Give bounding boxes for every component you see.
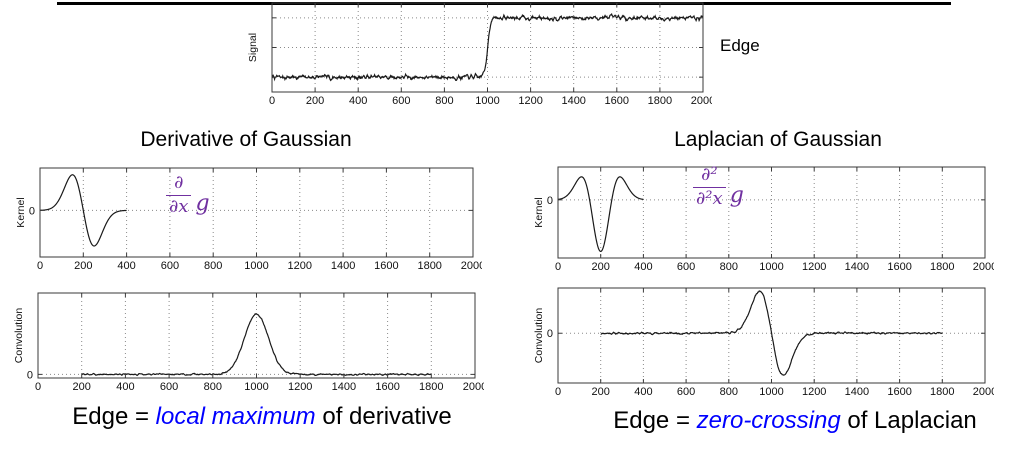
svg-text:400: 400 [349,95,367,107]
dog-kernel-plot: 02004006008001000120014001600180020000Ke… [4,165,485,273]
svg-text:600: 600 [160,381,178,393]
svg-text:400: 400 [634,261,652,273]
svg-text:200: 200 [74,260,92,272]
svg-text:400: 400 [117,260,135,272]
dog-formula: ∂ ∂x g [166,172,210,217]
caption-text: Edge = [613,407,697,434]
dog-formula-function-symbol: g [195,190,210,216]
svg-text:1600: 1600 [374,260,398,272]
svg-text:1400: 1400 [845,386,869,398]
svg-text:Convolution: Convolution [533,308,545,364]
svg-text:1200: 1200 [288,381,312,393]
log-formula-denominator: ∂²x [693,186,726,209]
left-column-title: Derivative of Gaussian [140,128,352,151]
svg-text:1600: 1600 [605,95,629,107]
dog-convolution-plot: 02004006008001000120014001600180020000Co… [2,290,487,394]
kernel_log-chart-canvas: 02004006008001000120014001600180020000Ke… [533,166,997,273]
svg-text:0: 0 [269,95,275,107]
svg-text:800: 800 [204,381,222,393]
svg-text:1200: 1200 [802,261,826,273]
svg-text:1600: 1600 [887,386,911,398]
svg-text:1800: 1800 [419,381,443,393]
svg-text:200: 200 [306,95,324,107]
svg-text:1400: 1400 [845,261,869,273]
svg-text:1600: 1600 [375,381,399,393]
right-caption: Edge = zero-crossing of Laplacian [570,407,1018,435]
svg-text:800: 800 [435,95,453,107]
caption-text: Edge = [72,403,156,430]
conv_log-chart-canvas: 02004006008001000120014001600180020000Co… [533,287,997,398]
caption-text: of derivative [315,403,452,430]
svg-text:1000: 1000 [244,381,268,393]
log-formula: ∂² ∂²x g [693,164,744,209]
dog-formula-numerator: ∂ [174,172,184,193]
svg-text:0: 0 [555,386,561,398]
right-column-title: Laplacian of Gaussian [674,128,882,151]
log-formula-fraction: ∂² ∂²x [693,164,726,209]
svg-text:1000: 1000 [475,95,499,107]
svg-text:800: 800 [204,260,222,272]
log-formula-function-symbol: g [729,182,744,208]
caption-text: of Laplacian [840,407,977,434]
svg-text:0: 0 [555,261,561,273]
svg-text:1400: 1400 [331,260,355,272]
svg-text:0: 0 [547,328,553,340]
svg-text:1400: 1400 [561,95,585,107]
svg-text:1800: 1800 [930,261,954,273]
svg-text:1800: 1800 [417,260,441,272]
svg-text:1200: 1200 [518,95,542,107]
log-kernel-plot: 02004006008001000120014001600180020000Ke… [522,164,997,274]
dog-formula-fraction: ∂ ∂x [166,172,192,217]
log-formula-numerator: ∂² [701,164,718,185]
svg-text:1600: 1600 [887,261,911,273]
svg-text:0: 0 [37,260,43,272]
svg-text:0: 0 [547,195,553,207]
svg-text:600: 600 [161,260,179,272]
dog-formula-denominator: ∂x [166,194,192,217]
svg-text:Kernel: Kernel [15,197,27,227]
svg-text:1000: 1000 [759,386,783,398]
svg-text:400: 400 [634,386,652,398]
svg-text:200: 200 [73,381,91,393]
svg-text:Signal: Signal [247,33,259,62]
caption-emphasis: zero-crossing [696,407,841,434]
svg-text:1000: 1000 [759,261,783,273]
svg-text:1200: 1200 [802,386,826,398]
svg-text:400: 400 [116,381,134,393]
svg-text:1200: 1200 [288,260,312,272]
conv_dog-chart-canvas: 02004006008001000120014001600180020000Co… [13,292,487,393]
svg-text:600: 600 [677,261,695,273]
kernel_dog-chart-canvas: 02004006008001000120014001600180020000Ke… [15,167,485,272]
left-caption: Edge = local maximum of derivative [0,403,524,431]
svg-text:200: 200 [592,261,610,273]
svg-text:800: 800 [720,261,738,273]
svg-text:1800: 1800 [648,95,672,107]
svg-text:0: 0 [29,205,35,217]
svg-text:1400: 1400 [332,381,356,393]
svg-text:800: 800 [720,386,738,398]
svg-text:600: 600 [392,95,410,107]
svg-text:0: 0 [27,369,33,381]
edge-label: Edge [720,36,760,55]
svg-text:1000: 1000 [244,260,268,272]
svg-text:1800: 1800 [930,386,954,398]
svg-text:600: 600 [677,386,695,398]
log-convolution-plot: 02004006008001000120014001600180020000Co… [522,285,997,399]
svg-text:Convolution: Convolution [13,308,25,364]
svg-text:0: 0 [35,381,41,393]
svg-text:200: 200 [592,386,610,398]
svg-text:Kernel: Kernel [533,197,545,227]
caption-emphasis: local maximum [155,403,316,430]
